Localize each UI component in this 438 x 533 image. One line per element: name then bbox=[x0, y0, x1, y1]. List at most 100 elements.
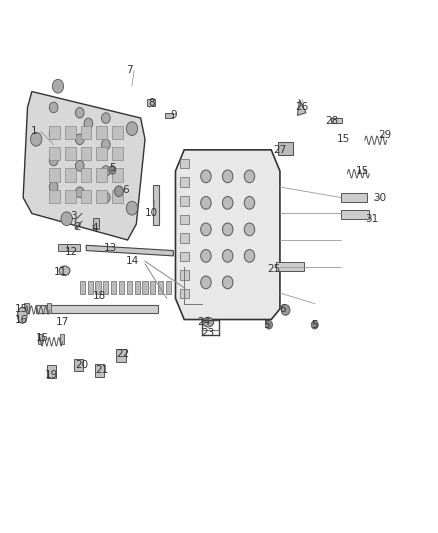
Text: 31: 31 bbox=[365, 214, 378, 224]
Text: 6: 6 bbox=[279, 304, 286, 314]
Circle shape bbox=[244, 249, 254, 262]
Bar bbox=[153, 185, 159, 225]
Bar bbox=[341, 193, 367, 202]
Bar bbox=[96, 126, 107, 139]
Bar bbox=[166, 281, 171, 294]
Text: 2: 2 bbox=[74, 222, 81, 232]
Text: 5: 5 bbox=[264, 320, 270, 330]
Polygon shape bbox=[86, 245, 173, 256]
Text: 29: 29 bbox=[378, 130, 391, 140]
Circle shape bbox=[49, 155, 58, 166]
Bar bbox=[180, 270, 188, 280]
Circle shape bbox=[201, 249, 211, 262]
Text: 22: 22 bbox=[117, 349, 130, 359]
Ellipse shape bbox=[59, 266, 70, 276]
Circle shape bbox=[102, 192, 110, 203]
Bar bbox=[67, 244, 80, 251]
Bar bbox=[276, 262, 304, 271]
Text: 24: 24 bbox=[197, 317, 210, 327]
Bar bbox=[74, 359, 83, 371]
Text: 12: 12 bbox=[64, 247, 78, 257]
Text: 5: 5 bbox=[311, 320, 318, 330]
Bar bbox=[47, 303, 51, 313]
Circle shape bbox=[201, 170, 211, 183]
Text: 4: 4 bbox=[92, 223, 98, 233]
Text: 15: 15 bbox=[336, 134, 350, 144]
Bar bbox=[49, 147, 60, 160]
Circle shape bbox=[201, 276, 211, 289]
Circle shape bbox=[61, 212, 72, 225]
Text: 13: 13 bbox=[103, 243, 117, 253]
Bar bbox=[65, 190, 76, 203]
Bar bbox=[112, 147, 123, 160]
Bar bbox=[134, 281, 140, 294]
Circle shape bbox=[75, 187, 84, 198]
Bar bbox=[96, 147, 107, 160]
Bar bbox=[103, 281, 109, 294]
Bar bbox=[65, 168, 76, 182]
Bar bbox=[38, 334, 42, 344]
Text: 19: 19 bbox=[45, 370, 58, 380]
Bar bbox=[49, 168, 60, 182]
Text: 9: 9 bbox=[170, 110, 177, 120]
Circle shape bbox=[265, 320, 272, 329]
Text: 26: 26 bbox=[295, 102, 308, 112]
Circle shape bbox=[102, 139, 110, 150]
Bar bbox=[60, 334, 64, 344]
Circle shape bbox=[311, 320, 318, 329]
Bar bbox=[112, 190, 123, 203]
Ellipse shape bbox=[203, 317, 214, 327]
Bar bbox=[180, 159, 188, 168]
Bar bbox=[47, 365, 56, 378]
Bar bbox=[180, 215, 188, 224]
Bar bbox=[81, 168, 92, 182]
Bar bbox=[95, 364, 104, 377]
Bar bbox=[88, 281, 93, 294]
Text: 15: 15 bbox=[14, 304, 28, 314]
Bar bbox=[49, 190, 60, 203]
Bar bbox=[81, 190, 92, 203]
Text: 5: 5 bbox=[109, 164, 116, 173]
Bar bbox=[25, 303, 29, 313]
Bar bbox=[116, 349, 126, 362]
Bar bbox=[341, 211, 369, 219]
Circle shape bbox=[75, 160, 84, 171]
Ellipse shape bbox=[18, 308, 27, 323]
Bar bbox=[165, 113, 173, 118]
Bar bbox=[180, 196, 188, 206]
Bar bbox=[112, 168, 123, 182]
Circle shape bbox=[109, 166, 116, 174]
Bar bbox=[81, 126, 92, 139]
Polygon shape bbox=[297, 100, 306, 115]
Bar bbox=[36, 305, 158, 313]
Circle shape bbox=[75, 134, 84, 144]
Text: 20: 20 bbox=[75, 360, 88, 369]
Circle shape bbox=[31, 132, 42, 146]
Circle shape bbox=[49, 102, 58, 113]
Bar bbox=[95, 281, 101, 294]
Text: 7: 7 bbox=[127, 66, 133, 75]
Text: 1: 1 bbox=[31, 126, 37, 136]
Circle shape bbox=[201, 223, 211, 236]
Text: 25: 25 bbox=[267, 264, 280, 274]
Circle shape bbox=[52, 79, 64, 93]
Circle shape bbox=[84, 118, 93, 128]
Bar bbox=[331, 118, 342, 123]
Polygon shape bbox=[176, 150, 280, 319]
Circle shape bbox=[244, 197, 254, 209]
Text: 18: 18 bbox=[93, 290, 106, 301]
Text: 23: 23 bbox=[201, 328, 215, 338]
Bar bbox=[147, 100, 155, 106]
Bar bbox=[127, 281, 132, 294]
Circle shape bbox=[201, 197, 211, 209]
Bar bbox=[111, 281, 116, 294]
Polygon shape bbox=[23, 92, 145, 240]
Bar bbox=[80, 281, 85, 294]
Circle shape bbox=[102, 113, 110, 123]
Text: 15: 15 bbox=[356, 166, 369, 176]
Bar bbox=[81, 147, 92, 160]
Text: 3: 3 bbox=[70, 211, 77, 221]
Bar bbox=[142, 281, 148, 294]
Bar bbox=[96, 190, 107, 203]
Text: 28: 28 bbox=[325, 116, 339, 126]
